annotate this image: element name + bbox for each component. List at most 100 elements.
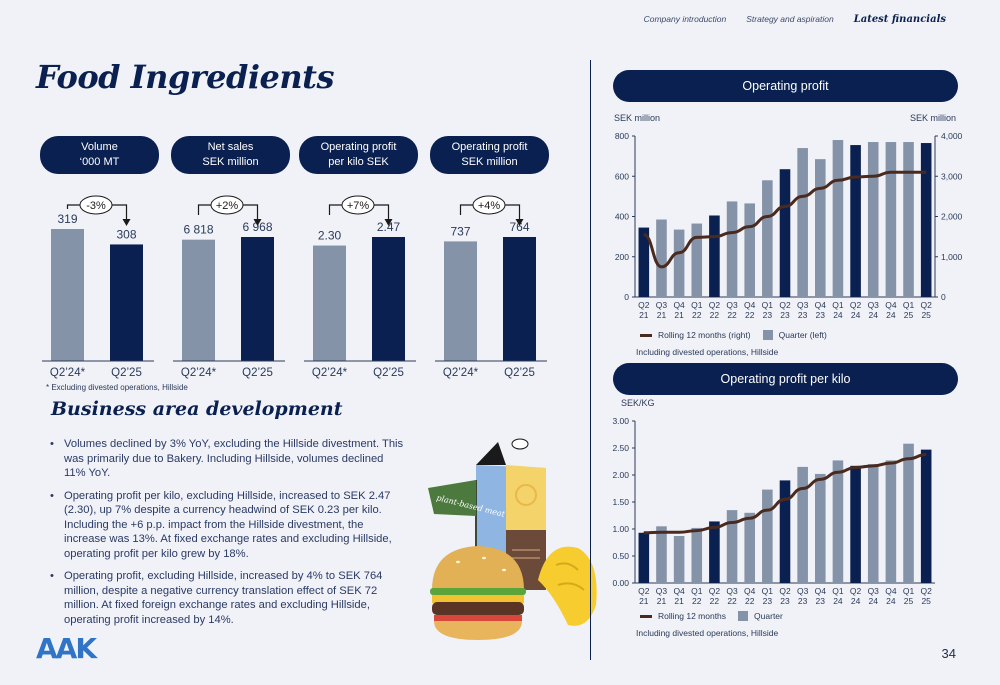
- rolling-point: [819, 187, 821, 189]
- x-tick-label-quarter: Q2: [779, 586, 791, 596]
- bar: [779, 480, 791, 583]
- rolling-point: [678, 252, 680, 254]
- x-tick-label-quarter: Q1: [903, 586, 915, 596]
- x-tick-label-quarter: Q1: [832, 586, 844, 596]
- rolling-point: [908, 171, 910, 173]
- kpi-label-curr: Q2’25: [242, 367, 273, 379]
- x-tick-label-quarter: Q1: [903, 300, 915, 310]
- rolling-point: [802, 195, 804, 197]
- legend-quarter-label: Quarter: [754, 611, 783, 621]
- bar: [673, 536, 685, 583]
- legend-bar-swatch: [762, 330, 773, 340]
- x-tick-label-quarter: Q3: [656, 586, 668, 596]
- rolling-point: [837, 471, 839, 473]
- kpi-bar-curr: [241, 237, 274, 361]
- kpi-change-badge: [79, 195, 113, 215]
- x-tick-label-quarter: Q3: [726, 586, 738, 596]
- rolling-point: [872, 175, 874, 177]
- kpi-change-label: +4%: [478, 200, 501, 212]
- vertical-divider: [590, 60, 591, 660]
- x-tick-label-quarter: Q2: [638, 300, 650, 310]
- kpi-pill-volume: Volume ‘000 MT: [40, 136, 159, 174]
- bar: [815, 159, 826, 297]
- y-tick-label-left: 0.50: [612, 551, 629, 561]
- rolling-point: [678, 531, 680, 533]
- page-title: Food Ingredients: [36, 58, 334, 96]
- y-tick-label-left: 600: [615, 171, 629, 181]
- y-tick-label-left: 1.50: [612, 497, 629, 507]
- x-tick-label-year: 21: [657, 310, 667, 320]
- bar: [762, 180, 773, 297]
- x-tick-label-year: 25: [904, 310, 914, 320]
- x-tick-label-quarter: Q2: [850, 300, 862, 310]
- rolling-point: [696, 236, 698, 238]
- kpi-bar-charts: 319 308 Q2’24* Q2’25 -3% 6 818 6 968 Q2’24* Q2’2…: [42, 195, 547, 379]
- kpi-pill-line1: Net sales: [207, 141, 254, 153]
- nav-strategy-and-aspiration[interactable]: Strategy and aspiration: [746, 14, 834, 24]
- rolling-point: [837, 179, 839, 181]
- x-tick-label-quarter: Q3: [656, 300, 668, 310]
- x-tick-label-quarter: Q4: [815, 300, 827, 310]
- rolling-point: [908, 458, 910, 460]
- bar: [867, 142, 879, 297]
- kpi-pill-line1: Volume: [81, 141, 118, 153]
- chart1-legend: Rolling 12 months (right) Quarter (left): [640, 330, 827, 340]
- bar: [885, 460, 897, 583]
- bar: [832, 140, 844, 297]
- rolling-point: [855, 466, 857, 468]
- bar: [850, 145, 861, 297]
- x-tick-label-year: 23: [798, 310, 808, 320]
- section-subtitle: Business area development: [51, 398, 343, 420]
- nav-company-introduction[interactable]: Company introduction: [643, 14, 727, 24]
- bar: [656, 526, 667, 583]
- kpi-value-curr: 308: [116, 227, 136, 241]
- bar: [903, 142, 914, 297]
- y-tick-label-left: 200: [615, 252, 629, 262]
- kpi-pill-line1: Operating profit: [320, 141, 397, 153]
- bar: [779, 169, 791, 297]
- kpi-bar-curr: [503, 237, 536, 361]
- y-tick-label-right: 2,000: [941, 212, 963, 222]
- chart-title-operating-profit: Operating profit: [613, 70, 958, 102]
- bar: [691, 223, 703, 297]
- legend-line-swatch: [640, 333, 652, 337]
- kpi-pill-line2: SEK million: [202, 156, 259, 168]
- y-tick-label-left: 0: [624, 292, 629, 302]
- y-tick-label-left: 800: [615, 131, 629, 141]
- x-tick-label-quarter: Q3: [797, 300, 809, 310]
- x-tick-label-quarter: Q1: [691, 586, 703, 596]
- x-tick-label-year: 24: [886, 596, 896, 606]
- x-tick-label-year: 22: [692, 310, 702, 320]
- kpi-pill-operating-profit-per-kilo: Operating profit per kilo SEK: [299, 136, 418, 174]
- x-tick-label-year: 22: [727, 596, 737, 606]
- x-tick-label-year: 23: [763, 310, 773, 320]
- kpi-label-prev: Q2’24*: [181, 367, 217, 379]
- arrow-down-icon: [515, 219, 524, 226]
- arrow-down-icon: [253, 219, 262, 226]
- bar: [832, 460, 844, 583]
- bar: [885, 142, 897, 297]
- rolling-point: [890, 462, 892, 464]
- x-tick-label-quarter: Q4: [744, 300, 756, 310]
- rolling-point: [890, 171, 892, 173]
- x-tick-label-year: 23: [816, 596, 826, 606]
- x-tick-label-year: 22: [710, 596, 720, 606]
- x-tick-label-year: 23: [780, 310, 790, 320]
- rolling-point: [749, 517, 751, 519]
- kpi-pill-line2: per kilo SEK: [328, 156, 389, 168]
- x-tick-label-year: 21: [674, 310, 684, 320]
- kpi-value-curr: 764: [509, 220, 529, 234]
- kpi-value-prev: 6 818: [183, 223, 213, 237]
- kpi-change-label: -3%: [86, 200, 106, 212]
- operating-profit-chart: 020040060080001,0002,0003,0004,000Q221Q3…: [615, 131, 963, 320]
- arrow-down-icon: [384, 219, 393, 226]
- bullet-item: Operating profit, excluding Hillside, in…: [48, 569, 404, 627]
- x-tick-label-quarter: Q2: [638, 586, 650, 596]
- x-tick-label-year: 25: [921, 596, 931, 606]
- bar: [709, 521, 720, 583]
- x-tick-label-quarter: Q4: [673, 300, 685, 310]
- bullet-item: Volumes declined by 3% YoY, excluding th…: [48, 437, 404, 481]
- bar: [850, 465, 861, 583]
- nav-latest-financials[interactable]: Latest financials: [853, 14, 946, 25]
- x-tick-label-quarter: Q2: [709, 586, 721, 596]
